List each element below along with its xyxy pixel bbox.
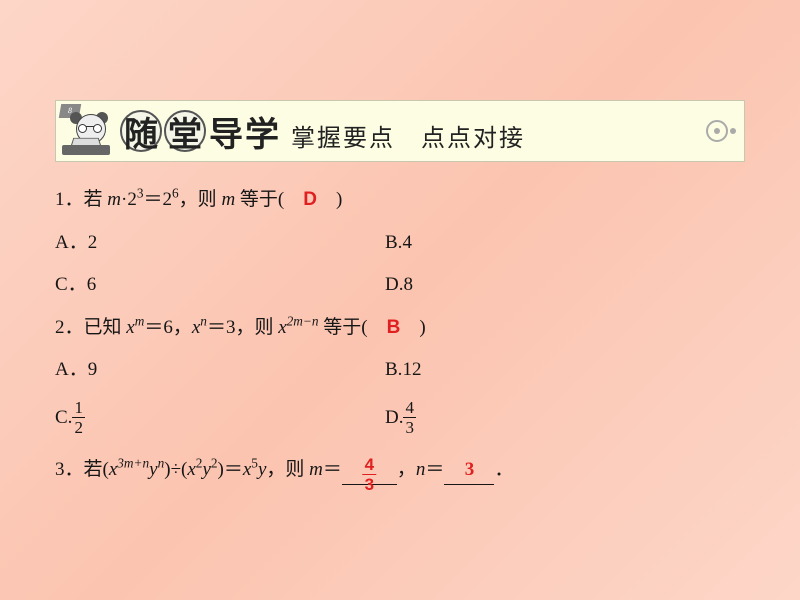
q2-optC-num: 1 [72, 399, 85, 418]
q3-mid2: )＝ [218, 459, 243, 480]
question-2: 2．已知 xm＝6，xn＝3，则 x2m−n 等于( B ) [55, 315, 745, 342]
q3-eq1: ＝ [323, 459, 342, 480]
q1-option-a: A．2 [55, 230, 385, 257]
q2-optB-val: 12 [402, 359, 421, 380]
q3-x2: x [187, 459, 195, 480]
q1-optC-val: 6 [87, 274, 97, 295]
q2-option-b: B.12 [385, 357, 421, 384]
q3-exp1-v: 3m+n [117, 456, 149, 471]
q2-optB-label: B. [385, 359, 402, 380]
q2-number: 2． [55, 317, 84, 338]
q2-optC-den: 2 [72, 418, 85, 436]
q3-ans1-frac: 4 3 [363, 456, 376, 486]
q2-option-a: A．9 [55, 357, 385, 384]
title-char-3: 导 [209, 107, 243, 156]
q1-text-f: ) [317, 189, 342, 210]
q3-m: m [309, 459, 323, 480]
q3-exp3: 2 [211, 456, 218, 471]
q2-options-row2: C. 1 2 D. 4 3 [55, 400, 745, 437]
q1-text-b: ·2 [121, 189, 137, 210]
q2-optD-label: D. [385, 407, 403, 428]
q2-optA-label: A． [55, 359, 88, 380]
q1-optD-label: D. [385, 274, 403, 295]
q2-answer: B [387, 317, 401, 338]
q3-y2: y [202, 459, 210, 480]
q1-text-c: ＝2 [144, 189, 173, 210]
q3-mid3: ，则 [266, 459, 309, 480]
q2-optD-frac: 4 3 [403, 399, 416, 436]
q3-y1: y [149, 459, 157, 480]
banner-ornament [706, 120, 736, 142]
q2-exp3-val: 2m−n [287, 313, 319, 328]
q2-optC-label: C. [55, 407, 72, 428]
q3-period: ． [494, 459, 513, 480]
q3-blank-1: 4 3 [342, 457, 397, 485]
question-1: 1．若 m·23＝26，则 m 等于( D ) [55, 187, 745, 214]
q3-exp1: 3m+n [117, 456, 149, 471]
q3-n2: n [416, 459, 426, 480]
lesson-banner: 8 随 堂 导 学 掌握要点 点点对接 [55, 100, 745, 162]
q3-exp4: 5 [251, 456, 258, 471]
q2-optC-frac: 1 2 [72, 399, 85, 436]
q1-options-row1: A．2 B.4 [55, 230, 745, 257]
q1-optA-label: A． [55, 232, 88, 253]
q1-optA-val: 2 [88, 232, 98, 253]
q3-comma: ， [397, 459, 416, 480]
q3-prefix: 若( [84, 459, 109, 480]
q1-exp1: 3 [137, 186, 144, 201]
q1-text-d: ，则 [179, 189, 222, 210]
q1-text-a: 若 [84, 189, 108, 210]
q3-eq2: ＝ [425, 459, 444, 480]
q1-optB-label: B. [385, 232, 402, 253]
q1-answer: D [303, 189, 317, 210]
q2-x1: x [126, 317, 134, 338]
q2-close: ) [400, 317, 425, 338]
q2-m: m [135, 313, 145, 328]
q1-options-row2: C．6 D.8 [55, 272, 745, 299]
q2-exp3: 2m−n [287, 313, 319, 328]
q2-option-c: C. 1 2 [55, 400, 385, 437]
title-char-4: 学 [245, 107, 279, 156]
q1-optB-val: 4 [402, 232, 412, 253]
q3-ans2: 3 [465, 459, 475, 480]
q2-tail: 等于( [319, 317, 387, 338]
q1-var-m2: m [221, 189, 235, 210]
title-char-1: 随 [120, 110, 162, 152]
q3-mid1: )÷( [164, 459, 187, 480]
q1-optC-label: C． [55, 274, 87, 295]
q2-optA-val: 9 [88, 359, 98, 380]
q2-options-row1: A．9 B.12 [55, 357, 745, 384]
q2-optD-num: 4 [403, 399, 416, 418]
question-3: 3．若(x3m+nyn)÷(x2y2)＝x5y，则 m＝ 4 3 ，n＝ 3 ． [55, 457, 745, 485]
banner-subtitle: 掌握要点 点点对接 [291, 118, 525, 153]
q1-var-m: m [107, 189, 121, 210]
q3-ans1-den: 3 [363, 475, 376, 493]
q1-option-d: D.8 [385, 272, 413, 299]
banner-text: 随 堂 导 学 掌握要点 点点对接 [119, 107, 525, 156]
q2-option-d: D. 4 3 [385, 400, 416, 437]
student-cartoon: 8 [58, 104, 113, 159]
q1-number: 1． [55, 189, 84, 210]
q3-number: 3． [55, 459, 84, 480]
q2-eq1: ＝6， [144, 317, 192, 338]
q2-text-a: 已知 [84, 317, 127, 338]
q1-optD-val: 8 [403, 274, 413, 295]
q1-exp2: 6 [172, 186, 179, 201]
q3-ans1-num: 4 [363, 456, 376, 475]
q1-text-e: 等于( [235, 189, 303, 210]
q3-blank-2: 3 [444, 457, 494, 485]
q2-n: n [200, 313, 207, 328]
q2-eq2: ＝3，则 [207, 317, 278, 338]
title-char-2: 堂 [164, 110, 206, 152]
banner-title: 随 堂 导 学 [119, 107, 279, 156]
q2-x3: x [278, 317, 286, 338]
q1-option-b: B.4 [385, 230, 412, 257]
q1-option-c: C．6 [55, 272, 385, 299]
q2-optD-den: 3 [403, 418, 416, 436]
